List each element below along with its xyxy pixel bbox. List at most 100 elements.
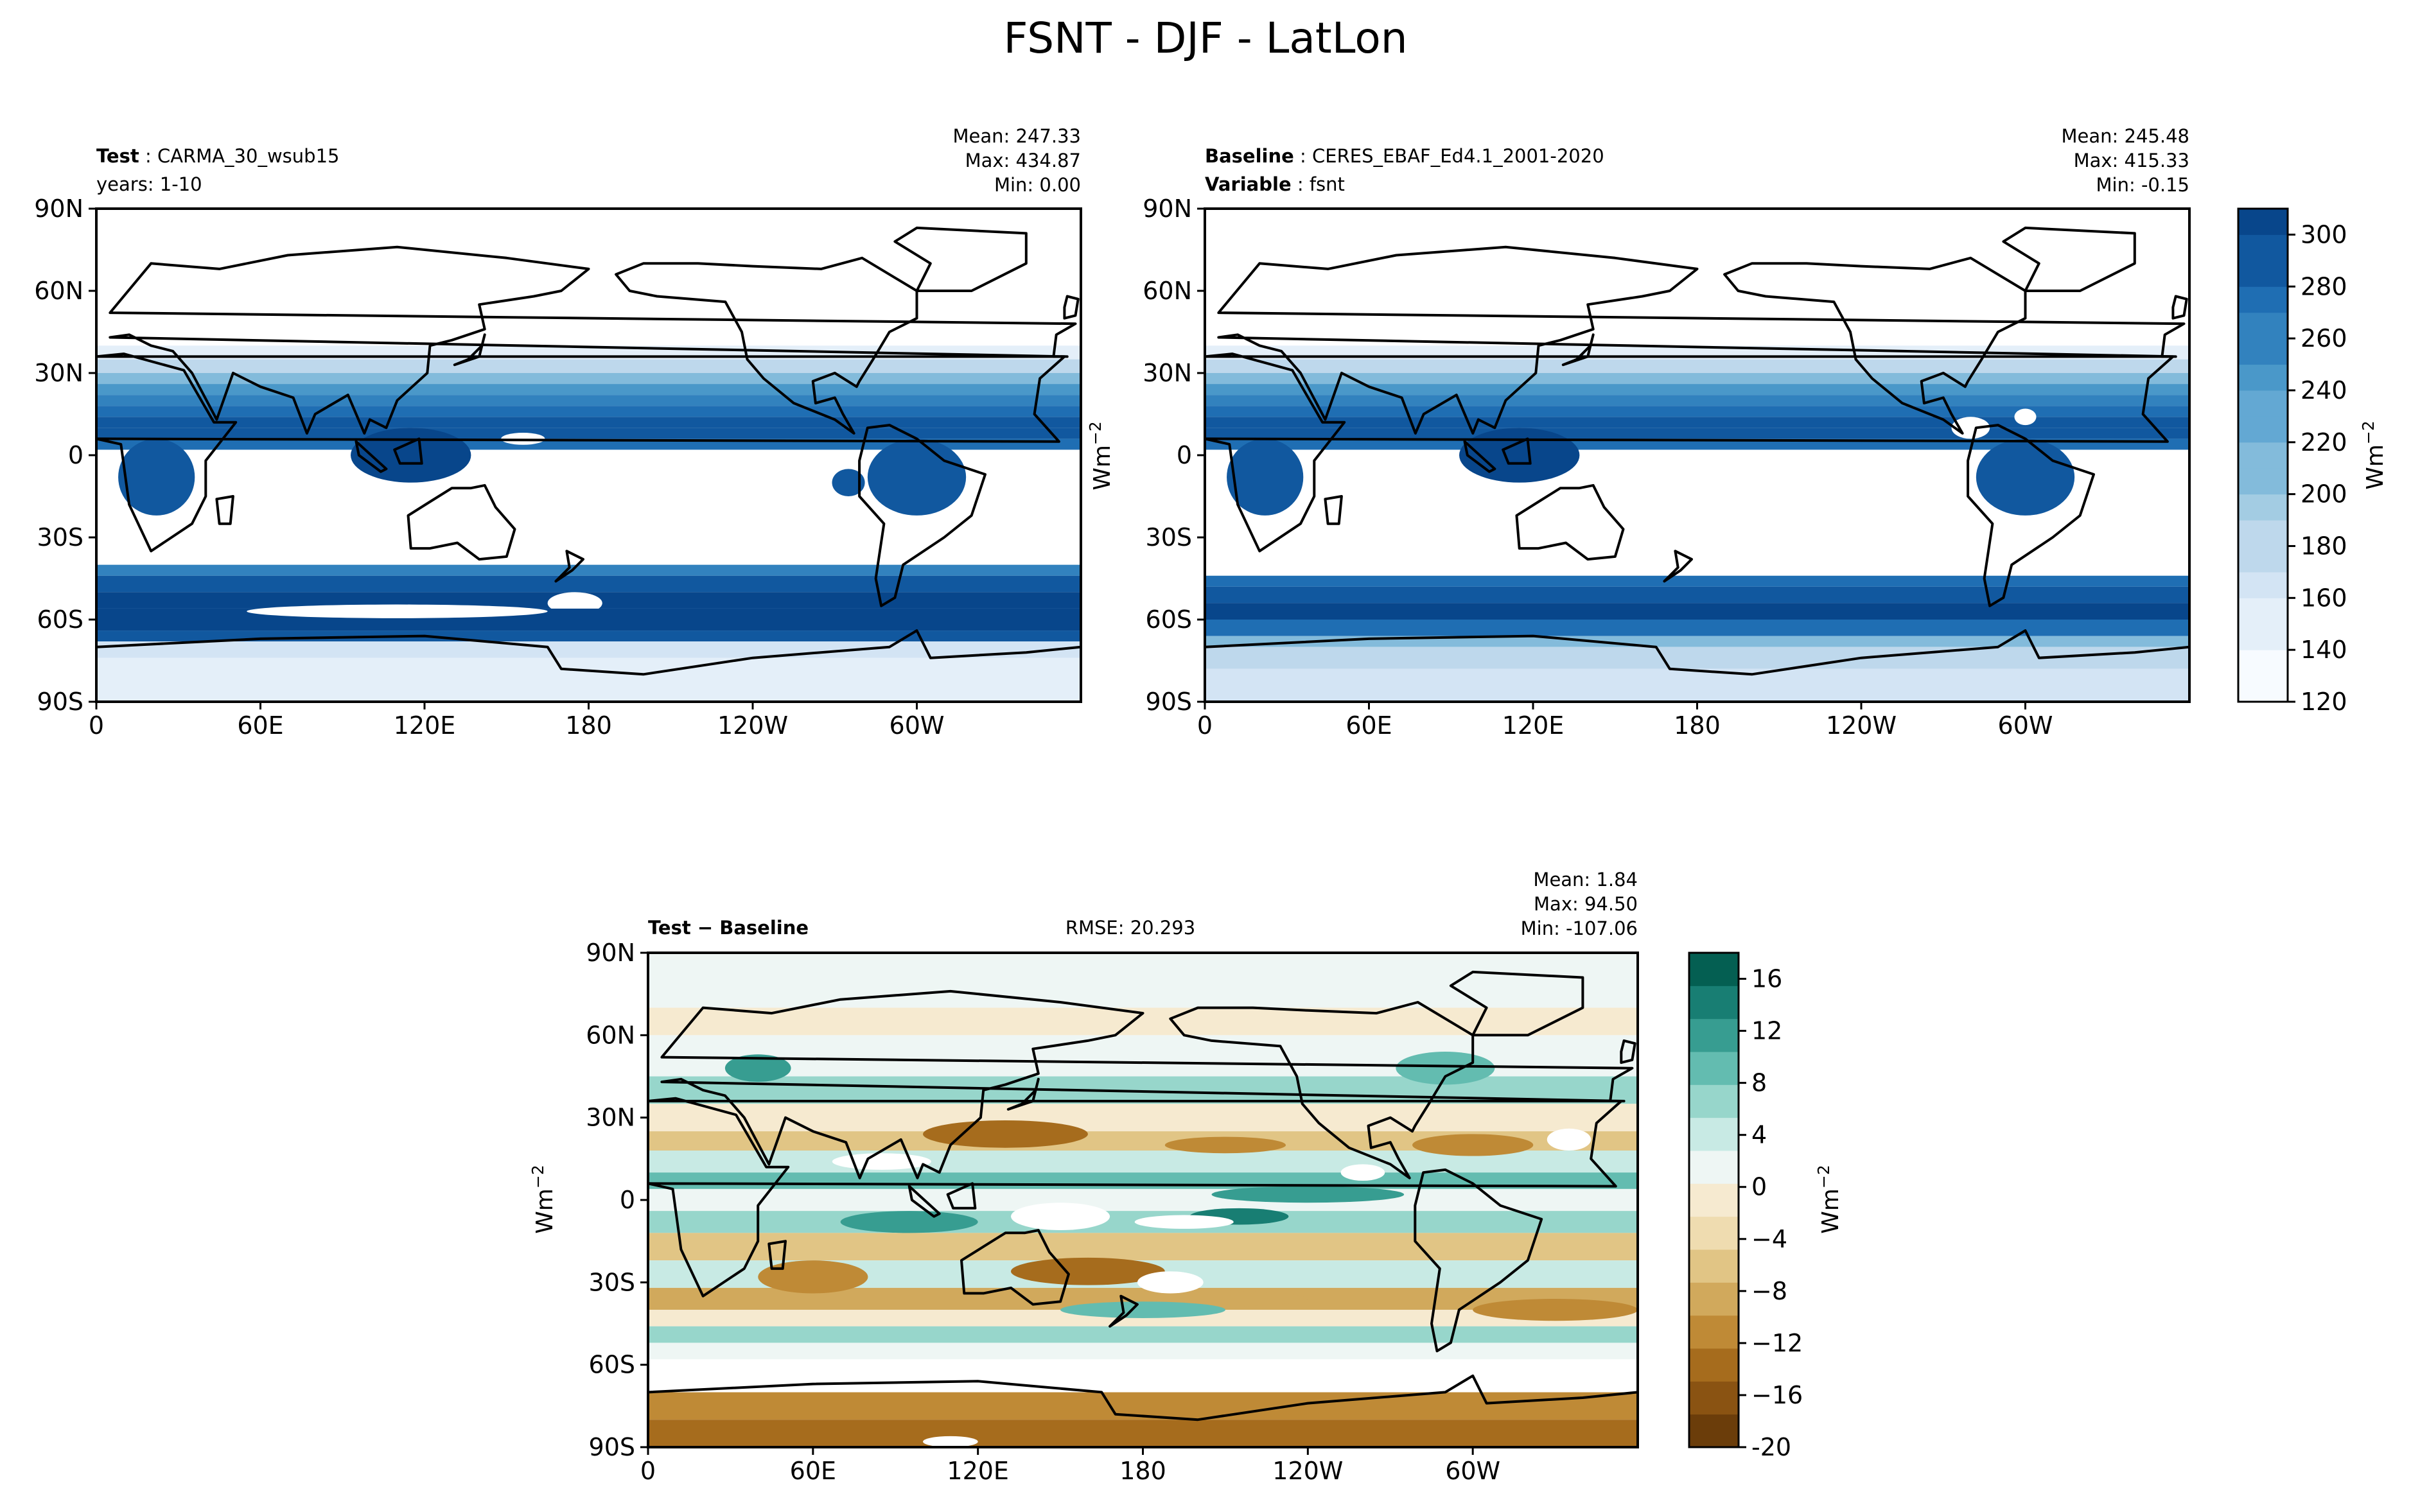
tropical-band: [1205, 359, 2189, 373]
diff-band: [648, 1326, 1638, 1343]
diff-negative-patch: [758, 1260, 868, 1294]
southern-ocean-band: [96, 630, 1081, 642]
diff-positive-patch: [724, 1054, 791, 1082]
colorbar-swatch: [2238, 390, 2288, 417]
diff-positive-patch: [1211, 1186, 1405, 1203]
southern-ocean-band: [1205, 620, 2189, 636]
diff-masked-region: [1134, 1215, 1234, 1229]
colorbar-swatch: [1689, 1183, 1739, 1217]
test-name-line: Test : CARMA_30_wsub15: [96, 145, 339, 167]
diff-panel: Test − Baseline RMSE: 20.293 Mean: 1.84 …: [529, 869, 1639, 1485]
baseline-axes: 0 60E 120E 180 120W 60W 90N 60N 30N 0 30S 60S 90S: [1143, 195, 2053, 740]
coastline: [96, 352, 1066, 553]
x-tick-label: 0: [89, 711, 104, 740]
colorbar-tick-label: 16: [1751, 965, 1782, 993]
colorbar-swatch: [1689, 1315, 1739, 1349]
diff-negative-patch: [1011, 1257, 1165, 1285]
diff-negative-patch: [1473, 1299, 1638, 1321]
baseline-variable-value: fsnt: [1310, 173, 1345, 195]
y-tick-label: 30S: [37, 523, 83, 552]
tropical-band: [96, 373, 1081, 385]
colorbar-swatch: [2238, 520, 2288, 546]
diff-masked-band: [648, 1359, 1638, 1393]
south-america-convection: [867, 439, 967, 516]
coastline: [946, 1182, 977, 1210]
tropical-band: [96, 395, 1081, 406]
x-tick-label: 120W: [1826, 711, 1897, 740]
colorbar-swatch: [1689, 1084, 1739, 1118]
test-max: Max: 434.87: [965, 150, 1081, 171]
colorbar-swatch: [2238, 312, 2288, 339]
colorbar-swatch: [1689, 1249, 1739, 1283]
y-tick-label: 60S: [37, 605, 83, 634]
coastline: [453, 333, 486, 367]
coastline: [1205, 352, 2175, 553]
y-tick-label: 60S: [589, 1351, 635, 1379]
y-tick-label: 60S: [1146, 605, 1192, 634]
x-tick-label: 120W: [717, 711, 788, 740]
tropical-band: [96, 406, 1081, 417]
y-tick-label: 30S: [589, 1268, 635, 1296]
colorbar-swatch: [2238, 416, 2288, 443]
baseline-name-value: CERES_EBAF_Ed4.1_2001-2020: [1312, 145, 1604, 167]
coastline: [615, 256, 918, 435]
coastline: [1967, 424, 2095, 607]
maritime-continent-convection: [1459, 428, 1580, 483]
coastline: [96, 629, 1081, 702]
test-map: [96, 209, 1081, 702]
diff-map: [648, 953, 1638, 1447]
colorbar-tick-label: 4: [1751, 1121, 1767, 1149]
colorbar-swatch: [2238, 442, 2288, 469]
colorbar-swatch: [2238, 286, 2288, 313]
colorbar-tick-label: −12: [1751, 1329, 1803, 1357]
africa-convection: [1227, 439, 1304, 516]
coastline: [1324, 495, 1343, 525]
colorbar-tick-label: -20: [1751, 1433, 1791, 1461]
coastline: [1723, 256, 2027, 435]
blues-colorbar-ticks: 120 140 160 180 200 220 240 260 280 300: [2288, 220, 2347, 716]
colorbar-swatch: [1689, 1381, 1739, 1415]
x-tick-label: 180: [1119, 1457, 1166, 1485]
diff-coastlines: [648, 970, 1638, 1447]
blues-colorbar: 120 140 160 180 200 220 240 260 280 300 Wm−2: [2237, 207, 2389, 716]
baseline-panel: Baseline : CERES_EBAF_Ed4.1_2001-2020 Va…: [1086, 125, 2191, 740]
coastline: [1561, 333, 1595, 367]
diff-axes: 0 60E 120E 180 120W 60W 90N 60N 30N 0 30S 60S 90S: [586, 939, 1500, 1485]
colorbar-tick-label: 220: [2301, 428, 2347, 456]
colorbar-tick-label: 140: [2301, 636, 2347, 664]
y-tick-label: 30N: [34, 359, 83, 387]
colorbar-tick-label: 300: [2301, 220, 2347, 248]
coastline: [960, 1229, 1070, 1306]
y-tick-label: 60N: [586, 1021, 635, 1049]
diff-masked-region: [1137, 1271, 1204, 1294]
tropical-band: [1205, 384, 2189, 395]
colorbar-tick-label: −8: [1751, 1277, 1787, 1305]
baseline-variable-line: Variable : fsnt: [1205, 173, 1345, 195]
southern-ocean-band: [96, 641, 1081, 658]
colorbar-tick-label: 200: [2301, 480, 2347, 508]
brbg-colorbar-ticks: -20 −16 −12 −8 −4 0 4 8 12 16: [1739, 965, 1803, 1461]
diff-mean: Mean: 1.84: [1533, 869, 1638, 891]
diff-band: [648, 1076, 1638, 1104]
southern-ocean-band: [96, 575, 1081, 593]
test-axes: 0 60E 120E 180 120W 60W 90N 60N 30N 0 30S 60S 90S: [34, 195, 944, 740]
colorbar-swatch: [1689, 1414, 1739, 1448]
africa-convection: [118, 439, 195, 516]
colorbar-swatch: [2238, 546, 2288, 573]
diff-band: [648, 1420, 1638, 1447]
colorbar-swatch: [1689, 1216, 1739, 1250]
diff-rmse: RMSE: 20.293: [1065, 917, 1195, 939]
colorbar-tick-label: −16: [1751, 1381, 1803, 1409]
diff-units-label: Wm−2: [529, 1165, 558, 1234]
coastline: [660, 989, 1634, 1179]
colorbar-swatch: [1689, 1282, 1739, 1316]
colorbar-swatch: [1689, 1348, 1739, 1382]
colorbar-tick-label: 160: [2301, 584, 2347, 612]
figure-title: FSNT - DJF - LatLon: [1003, 13, 1407, 63]
colorbar-tick-label: 120: [2301, 688, 2347, 716]
diff-masked-region: [1011, 1203, 1110, 1231]
coastline: [393, 437, 423, 465]
diff-max: Max: 94.50: [1534, 893, 1638, 915]
tropical-band: [96, 359, 1081, 373]
